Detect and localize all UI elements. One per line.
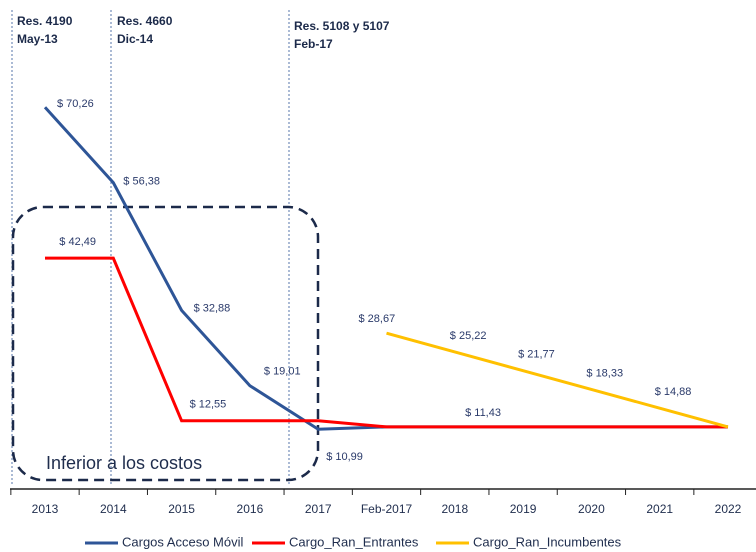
x-tick-label: 2015 [168,502,195,516]
data-label: $ 12,55 [190,399,227,411]
highlight-box [11,205,320,482]
series-line [43,106,728,431]
annotation: Res. 4190 [17,14,73,28]
x-tick-label: 2013 [32,502,59,516]
data-label: $ 18,33 [586,367,623,379]
box-text: Inferior a los costos [46,453,202,473]
annotation: May-13 [17,32,58,46]
data-label: $ 28,67 [359,313,396,325]
x-tick-label: 2020 [578,502,605,516]
x-tick-label: 2014 [100,502,127,516]
data-label: $ 14,88 [655,386,692,398]
x-tick-label: 2021 [646,502,673,516]
data-label: $ 32,88 [194,302,231,314]
legend-label: Cargo_Ran_Entrantes [289,534,419,549]
x-tick-label: 2017 [305,502,332,516]
data-label: $ 21,77 [518,349,555,361]
legend-label: Cargos Acceso Móvil [122,534,243,549]
annotation: Res. 5108 y 5107 [294,19,390,33]
series-line [386,331,729,429]
series-line [45,256,728,429]
annotation: Res. 4660 [117,14,173,28]
data-label: $ 25,22 [450,330,487,342]
data-label: $ 10,99 [326,451,363,463]
data-label: $ 56,38 [123,176,160,188]
legend-label: Cargo_Ran_Incumbentes [473,534,622,549]
x-tick-label: Feb-2017 [361,502,413,516]
x-tick-label: 2022 [715,502,742,516]
x-tick-label: 2018 [441,502,468,516]
annotation: Dic-14 [117,32,153,46]
data-label: $ 11,43 [465,407,501,419]
annotation: Feb-17 [294,37,333,51]
x-tick-label: 2019 [510,502,537,516]
x-tick-label: 2016 [237,502,264,516]
data-label: $ 42,49 [59,236,96,248]
data-label: $ 19,01 [264,366,301,378]
data-label: $ 70,26 [57,98,94,110]
